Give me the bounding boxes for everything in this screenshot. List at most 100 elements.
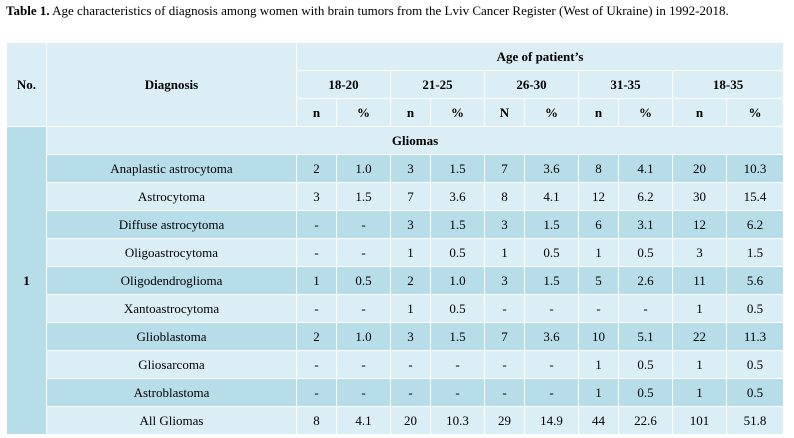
table-cell: 3 [390, 154, 431, 183]
header-group: 18-20 [296, 70, 391, 99]
table-cell: 15.4 [725, 182, 785, 211]
table-cell: 3.6 [524, 322, 579, 351]
table-cell: 0.5 [524, 238, 579, 267]
table-cell: 2 [296, 322, 337, 351]
table-cell: 10 [578, 322, 619, 351]
table-cell: 3 [484, 266, 525, 295]
table-row: Xantoastrocytoma - -1 0.5- - - -1 0.5 [7, 294, 785, 323]
table-cell: 5.1 [618, 322, 673, 351]
table-cell: 7 [390, 182, 431, 211]
table-cell: 3.6 [430, 182, 485, 211]
table-cell: 1.5 [725, 238, 785, 267]
table-cell: 3 [390, 210, 431, 239]
header-sub: n [390, 98, 431, 127]
table-cell: 1.0 [336, 322, 391, 351]
table-cell: 3 [672, 238, 727, 267]
table-cell: 101 [672, 406, 727, 435]
table-cell: - [336, 294, 391, 323]
table-cell: 7 [484, 154, 525, 183]
diagnosis-name: Astrocytoma [46, 182, 297, 211]
table-caption: Table 1. Age characteristics of diagnosi… [6, 3, 790, 19]
table-cell: - [390, 350, 431, 379]
table-cell: 8 [296, 406, 337, 435]
table-row: Diffuse astrocytoma - -3 1.5 3 1.5 6 3.1 12 6.2 [7, 210, 785, 239]
caption-text: Age characteristics of diagnosis among w… [49, 3, 729, 18]
table-cell: 11 [672, 266, 727, 295]
diagnosis-name: Oligoastrocytoma [46, 238, 297, 267]
table-cell: 4.1 [618, 154, 673, 183]
data-table: No. Diagnosis Age of patient’s 18-20 21-… [6, 42, 785, 435]
table-cell: - [296, 378, 337, 407]
header-age: Age of patient’s [295, 42, 785, 71]
table-cell: 7 [484, 322, 525, 351]
table-cell: 6.2 [618, 182, 673, 211]
table-cell: 1 [672, 294, 727, 323]
table-cell: 1 [578, 238, 619, 267]
table-cell: - [296, 350, 337, 379]
table-cell: 22 [672, 322, 727, 351]
header-sub: n [672, 98, 727, 127]
table-cell: 2 [296, 154, 337, 183]
diagnosis-name: Anaplastic astrocytoma [46, 154, 297, 183]
table-cell: 1.0 [336, 154, 391, 183]
table-cell: 3 [390, 322, 431, 351]
diagnosis-name: Oligodendroglioma [46, 266, 297, 295]
table-cell: - [484, 378, 525, 407]
table-cell: 1.5 [430, 210, 485, 239]
table-cell: 1.5 [524, 210, 579, 239]
table-row: Gliosarcoma - - - - - -1 0.5 1 0.5 [7, 350, 785, 379]
table-row: Glioblastoma 2 1.0 3 1.5 7 3.6 10 5.1 22 11.3 [7, 322, 785, 351]
table-cell: 0.5 [430, 238, 485, 267]
table-cell: 3.1 [618, 210, 673, 239]
table-cell: - [390, 378, 431, 407]
table-cell: 0.5 [336, 266, 391, 295]
diagnosis-name: Astroblastoma [46, 378, 297, 407]
header-diagnosis: Diagnosis [46, 42, 297, 127]
table-cell: 5 [578, 266, 619, 295]
table-row: All Gliomas 8 4.1 20 10.3 29 14.9 44 22.6 101 51.8 [7, 406, 785, 435]
caption-label: Table 1. [6, 3, 50, 18]
table-cell: 0.5 [618, 378, 673, 407]
header-group: 31-35 [578, 70, 673, 99]
table-cell: 44 [578, 406, 619, 435]
table-cell: - [336, 210, 391, 239]
header-sub: % [725, 98, 785, 127]
header-group: 21-25 [390, 70, 485, 99]
header-no: No. [6, 42, 47, 127]
header-sub: % [524, 98, 579, 127]
header-sub: % [618, 98, 673, 127]
table-cell: 2.6 [618, 266, 673, 295]
table-row: Astrocytoma 3 1.5 7 3.6 8 4.1 12 6.2 30 15.4 [7, 182, 785, 211]
table-cell: 6.2 [725, 210, 785, 239]
table-row: Anaplastic astrocytoma 2 1.0 3 1.5 7 3.6 8 4.1 20… [7, 154, 785, 183]
table-cell: 1.0 [430, 266, 485, 295]
table-cell: - [618, 294, 673, 323]
table-cell: 1 [484, 238, 525, 267]
table-cell: - [430, 350, 485, 379]
table-cell: 4.1 [524, 182, 579, 211]
table-cell: 0.5 [725, 294, 785, 323]
table-cell: 0.5 [618, 350, 673, 379]
table-cell: 1 [578, 378, 619, 407]
table-cell: - [484, 350, 525, 379]
table-cell: 1 [578, 350, 619, 379]
table-cell: 10.3 [430, 406, 485, 435]
table-cell: 0.5 [618, 238, 673, 267]
table-cell: 3 [296, 182, 337, 211]
table-cell: - [524, 378, 579, 407]
table-cell: 12 [672, 210, 727, 239]
table-cell: 20 [672, 154, 727, 183]
table-cell: 10.3 [725, 154, 785, 183]
table-cell: 4.1 [336, 406, 391, 435]
table-cell: 0.5 [725, 350, 785, 379]
table-cell: 3 [484, 210, 525, 239]
table-cell: - [296, 210, 337, 239]
table-cell: - [524, 294, 579, 323]
diagnosis-name: Xantoastrocytoma [46, 294, 297, 323]
table-cell: 1.5 [430, 154, 485, 183]
table-cell: 8 [578, 154, 619, 183]
table-cell: 30 [672, 182, 727, 211]
table-cell: - [296, 294, 337, 323]
table-cell: - [484, 294, 525, 323]
table-cell: 1 [672, 378, 727, 407]
